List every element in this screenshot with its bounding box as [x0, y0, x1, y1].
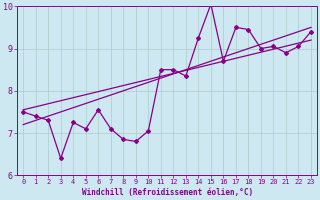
X-axis label: Windchill (Refroidissement éolien,°C): Windchill (Refroidissement éolien,°C): [82, 188, 253, 197]
